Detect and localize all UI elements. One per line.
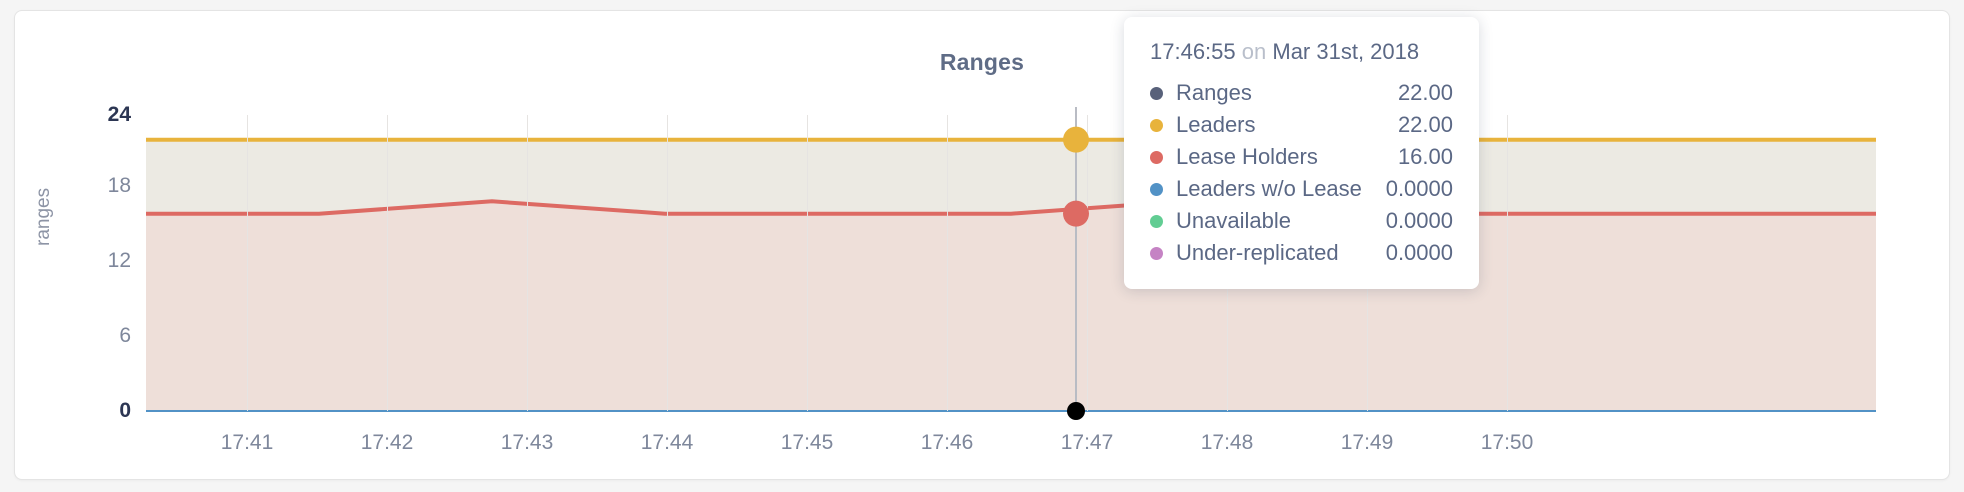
y-tick-6: 6 [119,324,131,347]
x-tick-1743: 17:43 [500,431,554,454]
vgridline-1746 [947,115,948,411]
series-color-dot-icon [1150,182,1163,196]
y-axis-ticks: 24 18 12 6 0 [15,11,131,479]
tooltip-rows: Ranges 22.00 Leaders 22.00 Lease Holders 16.0… [1150,77,1453,269]
tooltip-series-label: Under-replicated [1176,240,1339,265]
tooltip-series-value: 22.00 [1397,112,1453,137]
x-tick-1741: 17:41 [220,431,274,454]
series-color-dot-icon [1150,118,1163,132]
series-color-dot-icon [1150,86,1163,100]
tooltip-row: Unavailable 0.0000 [1150,205,1453,237]
tooltip-on-word: on [1241,39,1267,64]
chart-card: Ranges ranges 24 18 12 6 0 [14,10,1950,480]
tooltip-time: 17:46:55 [1150,39,1236,64]
vgridline-1741 [247,115,248,411]
tooltip-series-value: 0.0000 [1385,240,1453,265]
x-tick-1749: 17:49 [1340,431,1394,454]
tooltip-row: Lease Holders 16.00 [1150,141,1453,173]
tooltip-series-value: 0.0000 [1385,176,1453,201]
tooltip-series-label: Unavailable [1176,208,1291,233]
hover-markers [1063,126,1089,420]
tooltip-series-label: Leaders [1176,112,1256,137]
y-tick-18: 18 [107,174,131,197]
x-tick-1747: 17:47 [1060,431,1114,454]
x-tick-1750: 17:50 [1480,431,1534,454]
x-tick-1744: 17:44 [640,431,694,454]
tooltip-row: Under-replicated 0.0000 [1150,237,1453,269]
x-tick-1746: 17:46 [920,431,974,454]
y-tick-12: 12 [107,249,131,272]
series-color-dot-icon [1150,150,1163,164]
tooltip-row: Leaders 22.00 [1150,109,1453,141]
page-title: Ranges [939,49,1025,75]
series-color-dot-icon [1150,246,1163,260]
tooltip-row: Ranges 22.00 [1150,77,1453,109]
vgridline-1750 [1507,115,1508,411]
tooltip-series-label: Ranges [1176,80,1252,105]
tooltip-series-value: 16.00 [1397,144,1453,169]
tooltip-series-label: Lease Holders [1176,144,1318,169]
vgridline-1747 [1087,115,1088,411]
tooltip-date: Mar 31st, 2018 [1272,39,1420,64]
vgridline-1742 [387,115,388,411]
vgridline-1743 [527,115,528,411]
tooltip-series-label: Leaders w/o Lease [1176,176,1362,201]
y-tick-0: 0 [119,399,131,422]
tooltip-series-value: 0.0000 [1385,208,1453,233]
x-tick-1745: 17:45 [780,431,834,454]
y-tick-24: 24 [107,103,131,126]
x-tick-1748: 17:48 [1200,431,1254,454]
chart-tooltip: 17:46:55 on Mar 31st, 2018 Ranges 22.00 Le… [1124,17,1479,289]
tooltip-header: 17:46:55 on Mar 31st, 2018 [1150,39,1453,65]
vgridline-1744 [667,115,668,411]
series-color-dot-icon [1150,214,1163,228]
tooltip-series-value: 22.00 [1397,80,1453,105]
hover-crosshair [1075,107,1077,417]
tooltip-row: Leaders w/o Lease 0.0000 [1150,173,1453,205]
plot-area[interactable]: ranges 24 18 12 6 0 [15,11,1949,479]
x-tick-1742: 17:42 [360,431,414,454]
vgridline-1745 [807,115,808,411]
